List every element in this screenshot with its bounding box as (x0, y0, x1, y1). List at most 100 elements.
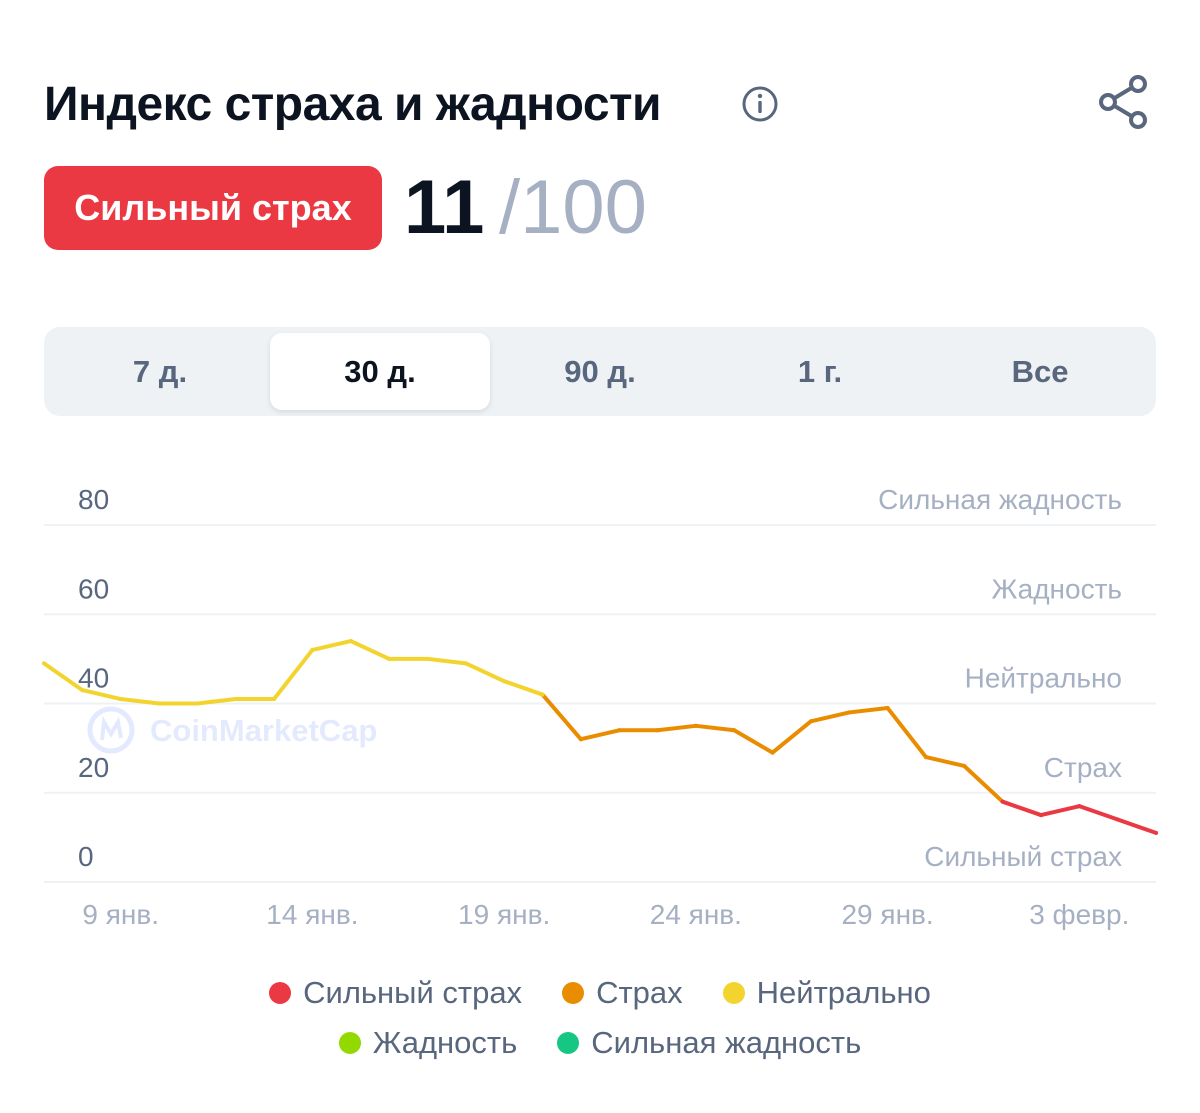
x-axis-ticks: 9 янв. 14 янв. 19 янв. 24 янв. 29 янв. 3 февр… (82, 899, 1129, 930)
coinmarketcap-watermark: CoinMarketCap (87, 706, 377, 754)
data-point (1154, 830, 1158, 835)
data-point (693, 723, 698, 728)
info-icon[interactable] (740, 84, 780, 124)
zone-label: Сильный страх (924, 841, 1122, 872)
data-point (387, 656, 392, 661)
line-segment (540, 692, 583, 742)
y-axis-ticks: 80 60 40 20 0 (78, 484, 109, 872)
zone-label: Сильная жадность (878, 484, 1122, 515)
data-point (463, 661, 468, 666)
y-tick-label: 60 (78, 573, 109, 604)
data-point (310, 647, 315, 652)
line-segment (1038, 804, 1082, 818)
zone-labels: Сильная жадность Жадность Нейтрально Страх С… (878, 484, 1122, 872)
line-segment (348, 639, 392, 661)
line-segment (42, 661, 85, 693)
share-icon[interactable] (1096, 74, 1152, 130)
line-segment (770, 719, 813, 755)
line-segment (885, 705, 928, 760)
line-segment (463, 661, 507, 684)
legend-item-fear[interactable]: Страх (562, 975, 683, 1011)
data-point (540, 692, 545, 697)
data-point (1115, 817, 1120, 822)
score-max: /100 (499, 165, 647, 250)
page-title: Индекс страха и жадности (44, 78, 662, 131)
line-segment (310, 639, 353, 652)
line-segment (655, 723, 698, 733)
legend-label: Сильный страх (303, 975, 523, 1010)
line-segment (425, 656, 468, 666)
legend-label: Нейтрально (756, 975, 931, 1010)
data-point (923, 755, 928, 760)
zone-label: Страх (1044, 752, 1122, 783)
line-segment (732, 728, 775, 755)
score-value: 11 (404, 165, 485, 250)
zone-label: Нейтрально (965, 663, 1122, 694)
data-point (655, 728, 660, 733)
zone-label: Жадность (991, 573, 1122, 604)
line-segment (808, 710, 852, 724)
header: Индекс страха и жадности (44, 70, 1156, 140)
data-point (847, 710, 852, 715)
line-segment (118, 697, 162, 706)
data-point (885, 705, 890, 710)
line-segment (272, 647, 315, 702)
y-tick-label: 20 (78, 752, 109, 783)
line-segment (195, 697, 238, 706)
y-tick-label: 0 (78, 841, 94, 872)
data-point (1077, 804, 1082, 809)
chart-grid (44, 524, 1156, 883)
index-line (42, 639, 1158, 835)
legend-label: Жадность (372, 1025, 518, 1060)
x-tick-label: 9 янв. (82, 899, 159, 930)
data-point (808, 719, 813, 724)
line-segment (502, 679, 545, 697)
data-point (157, 701, 162, 706)
legend-dot (269, 982, 292, 1004)
data-point (425, 656, 430, 661)
tab-all[interactable]: Все (1011, 353, 1069, 389)
data-point (732, 728, 737, 733)
line-segment (693, 723, 737, 733)
legend-item-greed[interactable]: Жадность (338, 1025, 518, 1061)
line-segment (847, 705, 890, 715)
line-segment (923, 755, 967, 768)
line-segment (962, 763, 1005, 804)
line-segment (578, 728, 622, 742)
x-tick-label: 19 янв. (458, 899, 550, 930)
x-tick-label: 24 янв. (650, 899, 742, 930)
legend-dot (557, 1032, 580, 1054)
x-tick-label: 14 янв. (266, 899, 358, 930)
data-point (272, 697, 277, 702)
data-point (233, 697, 238, 702)
legend: Сильный страх Страх Нейтрально Жадность … (0, 968, 1200, 1068)
tab-1y[interactable]: 1 г. (797, 353, 843, 389)
tab-30d[interactable]: 30 д. (270, 333, 490, 410)
tab-7d[interactable]: 7 д. (132, 353, 188, 389)
x-tick-label: 3 февр. (1029, 899, 1129, 930)
data-point (962, 763, 967, 768)
data-point (578, 737, 583, 742)
legend-dot (338, 1032, 361, 1054)
y-tick-label: 40 (78, 663, 109, 694)
legend-label: Страх (596, 975, 683, 1010)
legend-dot (562, 982, 585, 1004)
data-point (502, 679, 507, 684)
sentiment-badge: Сильный страх (44, 166, 382, 250)
period-tabs: 7 д. 30 д. 90 д. 1 г. Все (44, 327, 1156, 416)
watermark-text: CoinMarketCap (150, 713, 377, 748)
x-tick-label: 29 янв. (841, 899, 933, 930)
data-point (1000, 799, 1005, 804)
legend-item-extreme-greed[interactable]: Сильная жадность (557, 1025, 861, 1061)
data-point (195, 701, 200, 706)
data-point (770, 750, 775, 755)
score-row: Сильный страх 11 /100 (44, 165, 844, 252)
data-point (617, 728, 622, 733)
tab-90d[interactable]: 90 д. (564, 353, 636, 389)
data-point (348, 639, 353, 644)
data-point (80, 688, 85, 693)
legend-item-neutral[interactable]: Нейтрально (722, 975, 931, 1011)
line-segment (1115, 817, 1158, 835)
legend-item-extreme-fear[interactable]: Сильный страх (269, 975, 522, 1011)
data-point (1038, 813, 1043, 818)
